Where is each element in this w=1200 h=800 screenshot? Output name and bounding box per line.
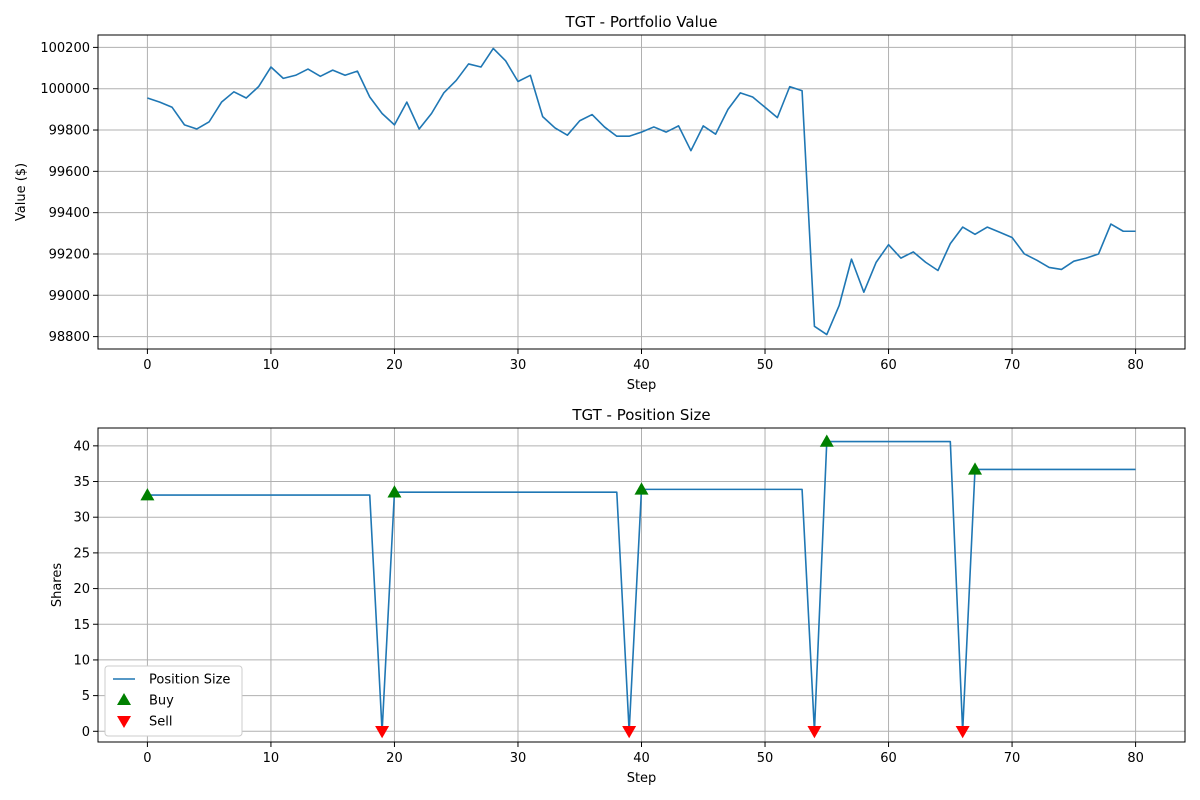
y-tick-label: 99200 [49, 247, 90, 262]
x-tick-label: 10 [263, 751, 280, 766]
legend-sell-swatch [117, 716, 131, 728]
x-tick-label: 0 [143, 751, 151, 766]
buy-marker [819, 434, 834, 447]
x-tick-label: 80 [1127, 358, 1144, 373]
y-tick-label: 15 [73, 618, 90, 633]
x-axis-label: Step [627, 771, 657, 786]
y-tick-label: 30 [73, 511, 90, 526]
legend-buy-swatch [117, 693, 131, 705]
axes-frame [97, 427, 1186, 743]
buy-marker [140, 488, 155, 501]
y-tick-label: 40 [73, 439, 90, 454]
y-tick-label: 99000 [49, 289, 90, 304]
y-tick-label: 20 [73, 582, 90, 597]
y-tick-label: 99800 [49, 124, 90, 139]
x-tick-label: 50 [757, 358, 774, 373]
legend-label: Sell [149, 715, 172, 730]
y-tick-label: 35 [73, 475, 90, 490]
y-tick-label: 100200 [40, 41, 90, 56]
buy-marker [634, 482, 649, 495]
legend-label: Position Size [149, 673, 230, 688]
x-tick-label: 20 [386, 358, 403, 373]
portfolio-value-panel: 0 10 20 30 40 50 60 70 80 98800 99000 99200 99400 996… [14, 13, 1186, 393]
x-axis-label: Step [627, 378, 657, 393]
y-tick-label: 10 [73, 653, 90, 668]
x-tick-label: 60 [880, 751, 897, 766]
x-tick-label: 80 [1127, 751, 1144, 766]
x-tick-label: 40 [633, 358, 650, 373]
chart-title: TGT - Position Size [571, 406, 710, 424]
x-tick-label: 0 [143, 358, 151, 373]
series-line [147, 440, 1136, 733]
legend [104, 665, 243, 737]
x-tick-label: 40 [633, 751, 650, 766]
y-tick-label: 0 [82, 725, 90, 740]
x-tick-label: 30 [510, 751, 527, 766]
chart-title: TGT - Portfolio Value [564, 13, 717, 31]
y-tick-label: 99600 [49, 165, 90, 180]
x-tick-label: 70 [1004, 751, 1021, 766]
y-tick-label: 25 [73, 546, 90, 561]
x-tick-label: 50 [757, 751, 774, 766]
position-size-panel: 0 10 20 30 40 50 60 70 80 0 5 10 15 20 25 30 35 40 TGT - P… [50, 406, 1186, 786]
legend-label: Buy [149, 694, 174, 709]
sell-marker [955, 726, 970, 739]
y-tick-label: 100000 [40, 82, 90, 97]
x-tick-label: 70 [1004, 358, 1021, 373]
series-line [147, 47, 1136, 336]
y-tick-label: 98800 [49, 330, 90, 345]
x-tick-label: 30 [510, 358, 527, 373]
y-tick-label: 99400 [49, 206, 90, 221]
axes-frame [97, 34, 1186, 350]
y-tick-label: 5 [82, 689, 90, 704]
sell-marker [375, 726, 390, 739]
sell-marker [807, 726, 822, 739]
sell-marker [622, 726, 637, 739]
x-tick-label: 60 [880, 358, 897, 373]
buy-marker [968, 462, 983, 475]
buy-marker [387, 485, 402, 498]
x-tick-label: 20 [386, 751, 403, 766]
x-tick-label: 10 [263, 358, 280, 373]
y-axis-label: Value ($) [14, 163, 29, 221]
y-axis-label: Shares [50, 563, 65, 608]
